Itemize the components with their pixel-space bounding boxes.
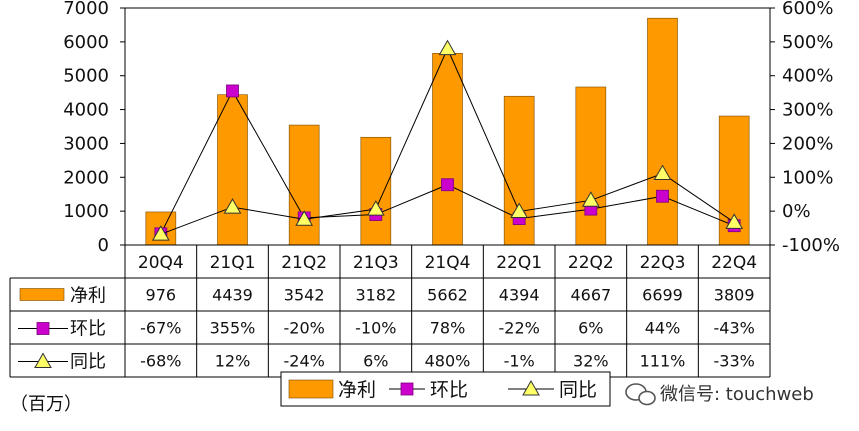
table-cell: -68% bbox=[140, 352, 181, 371]
category-label: 22Q1 bbox=[496, 253, 542, 273]
row-label: 环比 bbox=[70, 319, 106, 340]
category-label: 22Q3 bbox=[640, 253, 686, 273]
y-tick-label-right: 600% bbox=[782, 0, 833, 19]
table-cell: 3542 bbox=[284, 286, 325, 305]
table-cell: 5662 bbox=[427, 286, 468, 305]
table-cell: 480% bbox=[425, 352, 471, 371]
y-tick-label-right: 300% bbox=[782, 100, 833, 121]
category-label: 21Q3 bbox=[353, 253, 399, 273]
table-cell: -24% bbox=[283, 352, 324, 371]
category-label: 20Q4 bbox=[138, 253, 184, 273]
bar-21Q3 bbox=[360, 136, 392, 246]
row-label: 净利 bbox=[70, 286, 106, 307]
yoy-point-22Q1 bbox=[510, 202, 529, 218]
table-cell: 111% bbox=[640, 352, 686, 371]
table-cell: 44% bbox=[645, 319, 681, 338]
bars bbox=[145, 17, 750, 246]
table-cell: 6699 bbox=[642, 286, 683, 305]
y-tick-label-left: 5000 bbox=[63, 66, 109, 87]
yoy-point-21Q4 bbox=[438, 39, 457, 56]
qoq-point-22Q3 bbox=[656, 189, 669, 203]
y-tick-label-left: 3000 bbox=[63, 133, 109, 154]
y-tick-label-right: -100% bbox=[782, 235, 840, 256]
lines bbox=[151, 39, 744, 241]
wechat-icon bbox=[625, 383, 656, 406]
yoy-point-22Q4 bbox=[725, 213, 744, 229]
y-tick-label-right: 500% bbox=[782, 32, 833, 53]
category-label: 21Q2 bbox=[281, 253, 327, 273]
category-label: 21Q1 bbox=[210, 253, 256, 273]
row-key-square bbox=[36, 322, 50, 335]
legend-label: 同比 bbox=[559, 379, 597, 401]
table-cell: 3809 bbox=[714, 286, 755, 305]
table-cell: 12% bbox=[215, 352, 251, 371]
yoy-point-21Q1 bbox=[223, 198, 242, 214]
yoy-point-21Q2 bbox=[295, 210, 314, 226]
yoy-point-22Q3 bbox=[653, 164, 672, 181]
category-label: 22Q2 bbox=[568, 253, 614, 273]
unit-label: （百万） bbox=[10, 394, 82, 415]
table-cell: 32% bbox=[573, 352, 609, 371]
yoy-point-22Q2 bbox=[581, 191, 600, 207]
bar-21Q1 bbox=[217, 94, 248, 246]
legend-label: 净利 bbox=[338, 379, 376, 401]
legend-key-bar bbox=[288, 379, 334, 399]
table-cell: 355% bbox=[210, 319, 256, 338]
y-tick-label-left: 6000 bbox=[63, 32, 109, 53]
y-tick-label-left: 7000 bbox=[63, 0, 109, 19]
legend-box bbox=[280, 371, 611, 407]
y-tick-label-right: 400% bbox=[782, 66, 833, 87]
bar-21Q2 bbox=[288, 124, 320, 246]
row-label: 同比 bbox=[70, 352, 106, 373]
y-tick-label-left: 2000 bbox=[63, 167, 109, 188]
y-tick-label-right: 100% bbox=[782, 167, 833, 188]
y-tick-label-left: 4000 bbox=[63, 100, 109, 121]
watermark-text: 微信号: touchweb bbox=[660, 384, 814, 405]
bar-21Q4 bbox=[432, 53, 463, 246]
y-tick-label-right: 200% bbox=[782, 133, 833, 154]
qoq-point-21Q1 bbox=[226, 84, 239, 98]
table-cell: -43% bbox=[713, 319, 754, 338]
watermark: 微信号: touchweb bbox=[625, 383, 814, 406]
qoq-point-21Q4 bbox=[441, 178, 454, 192]
legend-label: 环比 bbox=[430, 379, 468, 401]
table-cell: -1% bbox=[504, 352, 535, 371]
table-cell: 976 bbox=[146, 286, 177, 305]
row-key-triangle bbox=[34, 352, 52, 368]
table-cell: 4394 bbox=[499, 286, 540, 305]
y-tick-label-left: 0 bbox=[98, 235, 109, 256]
legend-key-triangle bbox=[522, 379, 540, 396]
table-cell: 4667 bbox=[570, 286, 611, 305]
table-cell: -20% bbox=[283, 319, 324, 338]
row-key-bar bbox=[19, 288, 65, 301]
data-table: 20Q4 21Q1 21Q2 21Q3 21Q4 22Q1 22Q2 22Q3 22Q4 净利 97… bbox=[9, 244, 771, 378]
category-label: 22Q4 bbox=[711, 253, 757, 273]
table-cell: 78% bbox=[430, 319, 466, 338]
bar-22Q3 bbox=[647, 17, 678, 246]
category-label: 21Q4 bbox=[425, 253, 471, 273]
legend: 净利 环比 同比 bbox=[280, 371, 611, 407]
table-cell: -33% bbox=[713, 352, 754, 371]
table-cell: 3182 bbox=[355, 286, 396, 305]
table-cell: 6% bbox=[363, 352, 388, 371]
axes: 0 1000 2000 3000 4000 5000 6000 7000 -100% 0% 100%… bbox=[63, 0, 840, 256]
table-cell: -10% bbox=[355, 319, 396, 338]
yoy-point-21Q3 bbox=[366, 200, 385, 216]
y-tick-label-left: 1000 bbox=[63, 201, 109, 222]
y-tick-label-right: 0% bbox=[782, 201, 811, 222]
table-cell: -22% bbox=[498, 319, 539, 338]
legend-key-square bbox=[400, 382, 414, 396]
yoy-point-20Q4 bbox=[151, 225, 170, 241]
bar-22Q2 bbox=[575, 86, 607, 246]
table-cell: 4439 bbox=[212, 286, 253, 305]
table-cell: -67% bbox=[140, 319, 181, 338]
table-cell: 6% bbox=[578, 319, 603, 338]
